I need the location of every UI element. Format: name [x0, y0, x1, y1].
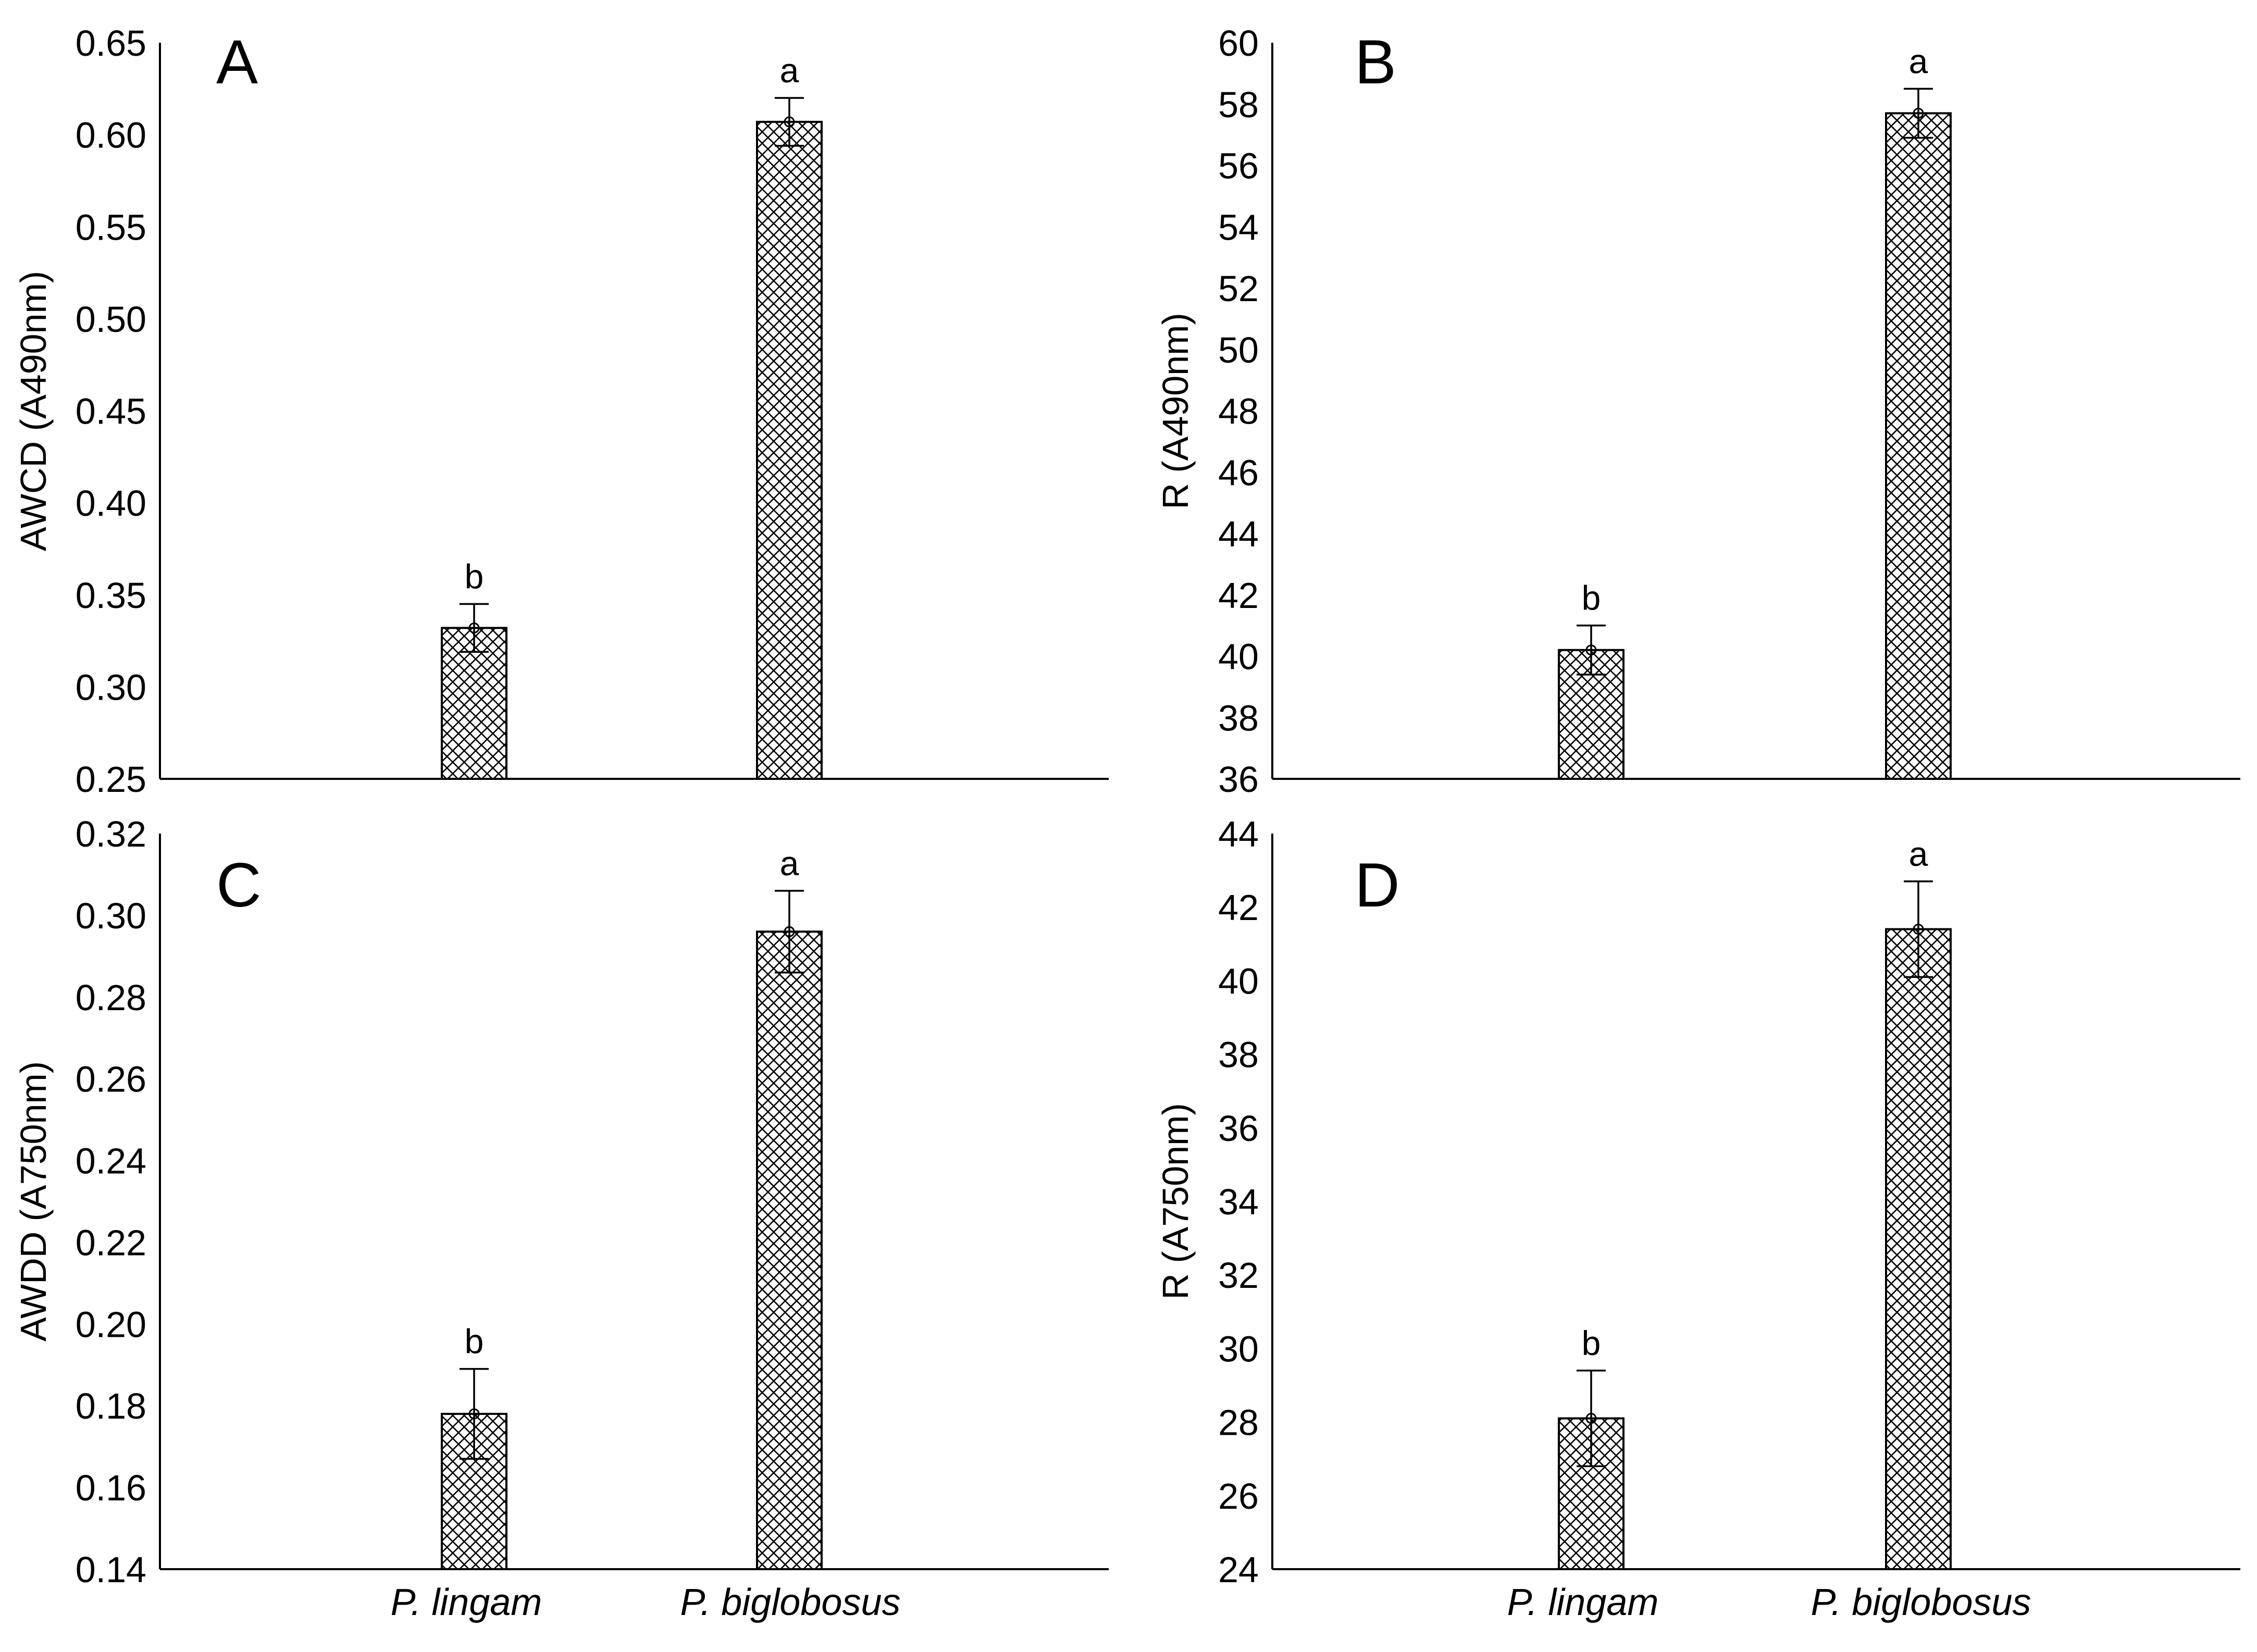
- panel-a: 0.25 0.30 0.35 0.40 0.45 0.50 0.55 0.60 0.65 AWC…: [13, 23, 1109, 800]
- panel-a-mean-marker-p--lingam: [468, 622, 480, 634]
- panel-b-ytick-label: 54: [1218, 207, 1259, 247]
- panel-a-ytick-label: 0.50: [76, 299, 146, 340]
- panel-a-bars: ba: [441, 51, 823, 780]
- panel-c-significance-p--lingam: b: [465, 1322, 484, 1361]
- panel-b-significance-p--biglobosus: a: [1909, 42, 1928, 80]
- panel-c-mean-marker-p--biglobosus: [784, 926, 795, 937]
- panel-c-ytick-label: 0.20: [76, 1304, 146, 1345]
- panel-a-ytick-labels: 0.25 0.30 0.35 0.40 0.45 0.50 0.55 0.60 0.65: [76, 23, 146, 800]
- panel-b-bars: ba: [1558, 42, 1952, 780]
- panel-d-category-labels: P. lingam P. biglobosus: [1507, 1582, 2031, 1623]
- panel-c-ytick-label: 0.22: [76, 1222, 146, 1263]
- panel-d-errorbar-p--biglobosus: [1904, 880, 1933, 978]
- panel-c-ytick-label: 0.14: [76, 1549, 146, 1590]
- panel-c-category-label: P. lingam: [391, 1582, 542, 1623]
- panel-a-ytick-label: 0.25: [76, 759, 146, 800]
- panel-c-label: C: [216, 850, 262, 920]
- panel-b-errorbar-p--lingam: [1577, 624, 1606, 676]
- panel-d-category-label: P. biglobosus: [1811, 1582, 2031, 1623]
- panel-d-ytick-labels: 24 26 28 30 32 34 36 38 40 42 44: [1218, 814, 1259, 1590]
- panel-b-mean-marker-p--biglobosus: [1913, 107, 1924, 119]
- panel-b-ytick-label: 56: [1218, 146, 1259, 187]
- panel-d-ytick-label: 44: [1218, 814, 1259, 854]
- panel-b-ytick-label: 44: [1218, 514, 1259, 554]
- panel-a-bar-p--biglobosus: [756, 120, 823, 780]
- panel-d-ytick-label: 36: [1218, 1108, 1259, 1149]
- panel-b-ytick-label: 50: [1218, 330, 1259, 370]
- panel-d-errorbar-p--lingam: [1577, 1370, 1606, 1468]
- panel-d-ytick-label: 40: [1218, 961, 1259, 1001]
- panel-b-y-axis-title: R (A490nm): [1155, 313, 1196, 509]
- panel-c-y-axis-title: AWDD (A750nm): [13, 1061, 54, 1342]
- panel-d-ytick-label: 42: [1218, 887, 1259, 928]
- panel-b-label: B: [1355, 27, 1396, 97]
- panel-d-significance-p--lingam: b: [1582, 1324, 1601, 1362]
- panel-b-ytick-label: 42: [1218, 575, 1259, 616]
- panel-b-ytick-label: 58: [1218, 84, 1259, 125]
- panel-c-bar-p--biglobosus: [756, 930, 823, 1570]
- panel-a-bar-p--lingam: [441, 627, 507, 780]
- panel-c-ytick-label: 0.30: [76, 896, 146, 936]
- panel-a-ytick-label: 0.45: [76, 391, 146, 432]
- panel-a-ytick-label: 0.35: [76, 575, 146, 616]
- panel-a-errorbar-p--biglobosus: [775, 97, 804, 147]
- panel-c-ytick-label: 0.18: [76, 1386, 146, 1426]
- panel-c-errorbar-p--biglobosus: [775, 890, 804, 974]
- panel-a-label: A: [216, 27, 258, 97]
- panel-c-ytick-label: 0.24: [76, 1141, 146, 1182]
- panel-b-bar-p--biglobosus: [1885, 112, 1952, 780]
- panel-a-ytick-label: 0.30: [76, 667, 146, 707]
- panel-d-ytick-label: 34: [1218, 1182, 1259, 1222]
- panel-d-ytick-label: 24: [1218, 1549, 1259, 1590]
- panel-a-significance-p--lingam: b: [465, 557, 484, 595]
- panel-d-mean-marker-p--lingam: [1585, 1413, 1597, 1424]
- panel-c-mean-marker-p--lingam: [468, 1408, 480, 1420]
- panel-d-y-axis-title: R (A750nm): [1155, 1103, 1196, 1299]
- panel-d-ytick-label: 26: [1218, 1476, 1259, 1517]
- panel-a-significance-p--biglobosus: a: [780, 51, 799, 90]
- panel-c-errorbar-p--lingam: [460, 1368, 489, 1460]
- panel-c-ytick-label: 0.32: [76, 814, 146, 854]
- panel-b-ytick-label: 38: [1218, 698, 1259, 738]
- panel-b-ytick-label: 46: [1218, 452, 1259, 493]
- panel-c-bars: ba: [441, 844, 823, 1571]
- panel-d-category-label: P. lingam: [1507, 1582, 1659, 1623]
- panel-c-category-labels: P. lingam P. biglobosus: [391, 1582, 901, 1623]
- panel-d-ytick-label: 28: [1218, 1402, 1259, 1443]
- panel-a-ytick-label: 0.40: [76, 483, 146, 524]
- panel-c: 0.14 0.16 0.18 0.20 0.22 0.24 0.26 0.28 0.30 0.32…: [13, 814, 1109, 1623]
- panel-a-ytick-label: 0.60: [76, 115, 146, 156]
- panel-a-y-axis-title: AWCD (A490nm): [13, 271, 54, 551]
- panel-b-ytick-label: 36: [1218, 759, 1259, 800]
- panel-c-ytick-label: 0.26: [76, 1059, 146, 1100]
- panel-c-ytick-labels: 0.14 0.16 0.18 0.20 0.22 0.24 0.26 0.28 0.30 0.32: [76, 814, 146, 1590]
- panel-b-significance-p--lingam: b: [1582, 579, 1601, 617]
- panel-d-bar-p--biglobosus: [1885, 928, 1952, 1570]
- panel-d-label: D: [1355, 850, 1400, 920]
- panel-c-ytick-label: 0.16: [76, 1468, 146, 1508]
- panel-d-significance-p--biglobosus: a: [1909, 835, 1928, 873]
- panel-d-ytick-label: 30: [1218, 1328, 1259, 1369]
- panel-c-category-label: P. biglobosus: [680, 1582, 901, 1623]
- panel-b-ytick-label: 52: [1218, 268, 1259, 309]
- panel-c-ytick-label: 0.28: [76, 977, 146, 1018]
- panel-b-ytick-label: 40: [1218, 637, 1259, 677]
- panel-b-ytick-label: 48: [1218, 391, 1259, 432]
- panel-d-ytick-label: 32: [1218, 1255, 1259, 1296]
- panel-a-ytick-label: 0.65: [76, 23, 146, 64]
- panel-a-mean-marker-p--biglobosus: [784, 116, 795, 128]
- panel-d-bars: ba: [1558, 835, 1952, 1571]
- panel-c-significance-p--biglobosus: a: [780, 844, 799, 883]
- panel-b-errorbar-p--biglobosus: [1904, 88, 1933, 139]
- panel-d-ytick-label: 38: [1218, 1035, 1259, 1075]
- panel-a-errorbar-p--lingam: [460, 603, 489, 653]
- panel-b-ytick-labels: 36 38 40 42 44 46 48 50 52 54 56 58 60: [1218, 23, 1259, 800]
- panel-b-ytick-label: 60: [1218, 23, 1259, 64]
- panel-d-mean-marker-p--biglobosus: [1913, 924, 1924, 935]
- panel-a-ytick-label: 0.55: [76, 207, 146, 247]
- panel-b-mean-marker-p--lingam: [1585, 644, 1597, 656]
